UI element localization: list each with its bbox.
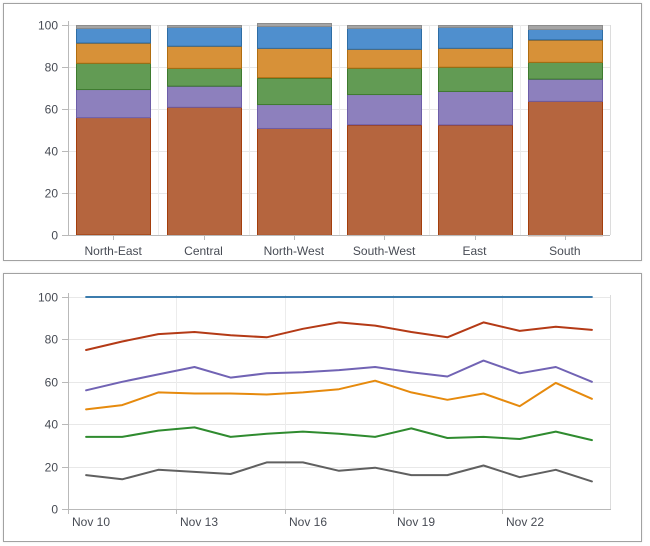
x-axis-label-Nov-19: Nov 19 xyxy=(397,515,435,529)
bar-segment-segment-purple-Central[interactable] xyxy=(167,86,242,108)
line-purple[interactable] xyxy=(85,359,593,392)
bar-segment-segment-orange-South-West[interactable] xyxy=(347,49,422,69)
bar-segment-segment-orange-Central[interactable] xyxy=(167,46,242,69)
bar-segment-segment-blue-North-West[interactable] xyxy=(257,26,332,49)
line-chart[interactable]: 0 20 40 60 80 100 Nov 10 Nov 13 Nov 16 Nov 19 Nov … xyxy=(4,274,641,541)
y-axis-label: 0 xyxy=(51,229,58,243)
bar-segment-segment-green-Central[interactable] xyxy=(167,68,242,87)
line-chart-panel: 0 20 40 60 80 100 Nov 10 Nov 13 Nov 16 Nov 19 Nov … xyxy=(3,273,642,542)
y-axis-label: 80 xyxy=(45,61,59,75)
bar-segment-segment-purple-South-West[interactable] xyxy=(347,94,422,126)
bar-segment-segment-rust-Central[interactable] xyxy=(167,107,242,236)
y-axis-label: 40 xyxy=(45,145,59,159)
bar-segment-segment-gray-East[interactable] xyxy=(438,25,513,28)
bar-segment-segment-blue-South[interactable] xyxy=(528,29,603,41)
stacked-bar-chart[interactable]: 0 20 40 60 80 100 North-East Central North-West S… xyxy=(4,4,641,260)
y-axis-label: 100 xyxy=(38,19,58,33)
bar-segment-segment-green-East[interactable] xyxy=(438,67,513,92)
category-label-South-West: South-West xyxy=(353,244,416,258)
bar-segment-segment-gray-North-East[interactable] xyxy=(76,25,151,29)
y-axis-label: 100 xyxy=(38,291,58,305)
bar-segment-segment-gray-South[interactable] xyxy=(528,25,603,30)
bar-segment-segment-orange-East[interactable] xyxy=(438,48,513,68)
bar-segment-segment-blue-North-East[interactable] xyxy=(76,28,151,44)
x-axis-label-Nov-22: Nov 22 xyxy=(506,515,544,529)
bar-segment-segment-green-North-East[interactable] xyxy=(76,63,151,91)
y-axis-label: 40 xyxy=(45,418,59,432)
bar-segment-segment-gray-South-West[interactable] xyxy=(347,25,422,29)
bar-segment-segment-purple-South[interactable] xyxy=(528,79,603,102)
y-axis-label: 60 xyxy=(45,103,59,117)
bar-segment-segment-orange-North-East[interactable] xyxy=(76,43,151,64)
bar-segment-segment-orange-South[interactable] xyxy=(528,40,603,63)
line-green[interactable] xyxy=(85,426,593,442)
x-axis-label-Nov-10: Nov 10 xyxy=(72,515,110,529)
bar-segment-segment-green-South-West[interactable] xyxy=(347,68,422,96)
bar-segment-segment-green-North-West[interactable] xyxy=(257,78,332,106)
bar-segment-segment-purple-North-East[interactable] xyxy=(76,89,151,119)
bar-segment-segment-rust-South[interactable] xyxy=(528,101,603,237)
bar-segment-segment-blue-East[interactable] xyxy=(438,27,513,49)
y-axis-label: 20 xyxy=(45,187,59,201)
line-orange[interactable] xyxy=(85,379,593,411)
bar-segment-segment-rust-South-West[interactable] xyxy=(347,125,422,237)
bar-segment-segment-rust-East[interactable] xyxy=(438,125,513,237)
y-axis-label: 20 xyxy=(45,461,59,475)
x-axis-label-Nov-13: Nov 13 xyxy=(180,515,218,529)
y-axis-label: 80 xyxy=(45,333,59,347)
bar-segment-segment-orange-North-West[interactable] xyxy=(257,48,332,79)
line-red[interactable] xyxy=(85,321,593,351)
category-label-Central: Central xyxy=(184,244,223,258)
category-label-East: East xyxy=(462,244,487,258)
bar-segment-segment-purple-East[interactable] xyxy=(438,91,513,126)
bar-segment-segment-gray-Central[interactable] xyxy=(167,25,242,28)
category-label-North-West: North-West xyxy=(264,244,325,258)
bar-segment-segment-blue-Central[interactable] xyxy=(167,27,242,47)
y-axis-label: 60 xyxy=(45,376,59,390)
bar-segment-segment-rust-North-East[interactable] xyxy=(76,117,151,236)
category-label-South: South xyxy=(549,244,580,258)
stacked-bar-chart-panel: 0 20 40 60 80 100 North-East Central North-West S… xyxy=(3,3,642,261)
bar-segment-segment-purple-North-West[interactable] xyxy=(257,104,332,129)
category-label-North-East: North-East xyxy=(84,244,142,258)
bar-segment-segment-gray-North-West[interactable] xyxy=(257,23,332,27)
bar-segment-segment-blue-South-West[interactable] xyxy=(347,28,422,50)
bar-segment-segment-rust-North-West[interactable] xyxy=(257,128,332,236)
line-gray[interactable] xyxy=(85,461,593,483)
bar-segment-segment-green-South[interactable] xyxy=(528,62,603,80)
y-axis-label: 0 xyxy=(51,503,58,517)
x-axis-label-Nov-16: Nov 16 xyxy=(289,515,327,529)
